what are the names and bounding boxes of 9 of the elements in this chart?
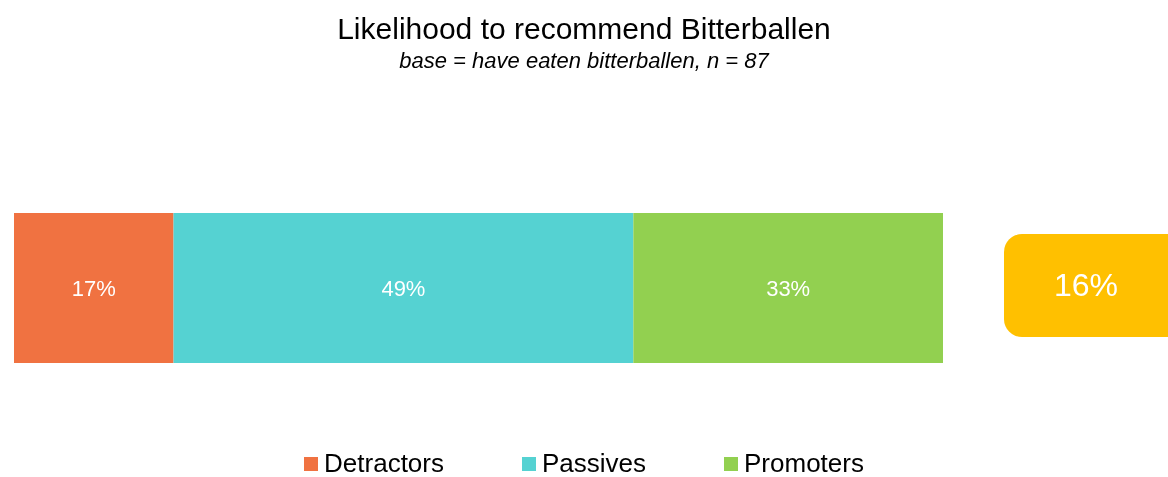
data-label: 17% xyxy=(71,275,116,301)
legend-label: Promoters xyxy=(743,448,864,477)
data-label: 33% xyxy=(766,275,811,301)
data-label: 49% xyxy=(381,275,426,301)
chart-title: Likelihood to recommend Bitterballen xyxy=(336,12,832,46)
legend-label: Passives xyxy=(540,448,647,477)
chart-subtitle: base = have eaten bitterballen, n = 87 xyxy=(398,48,771,74)
legend-label: Detractors xyxy=(323,448,444,477)
text: 16% xyxy=(1004,234,1168,337)
